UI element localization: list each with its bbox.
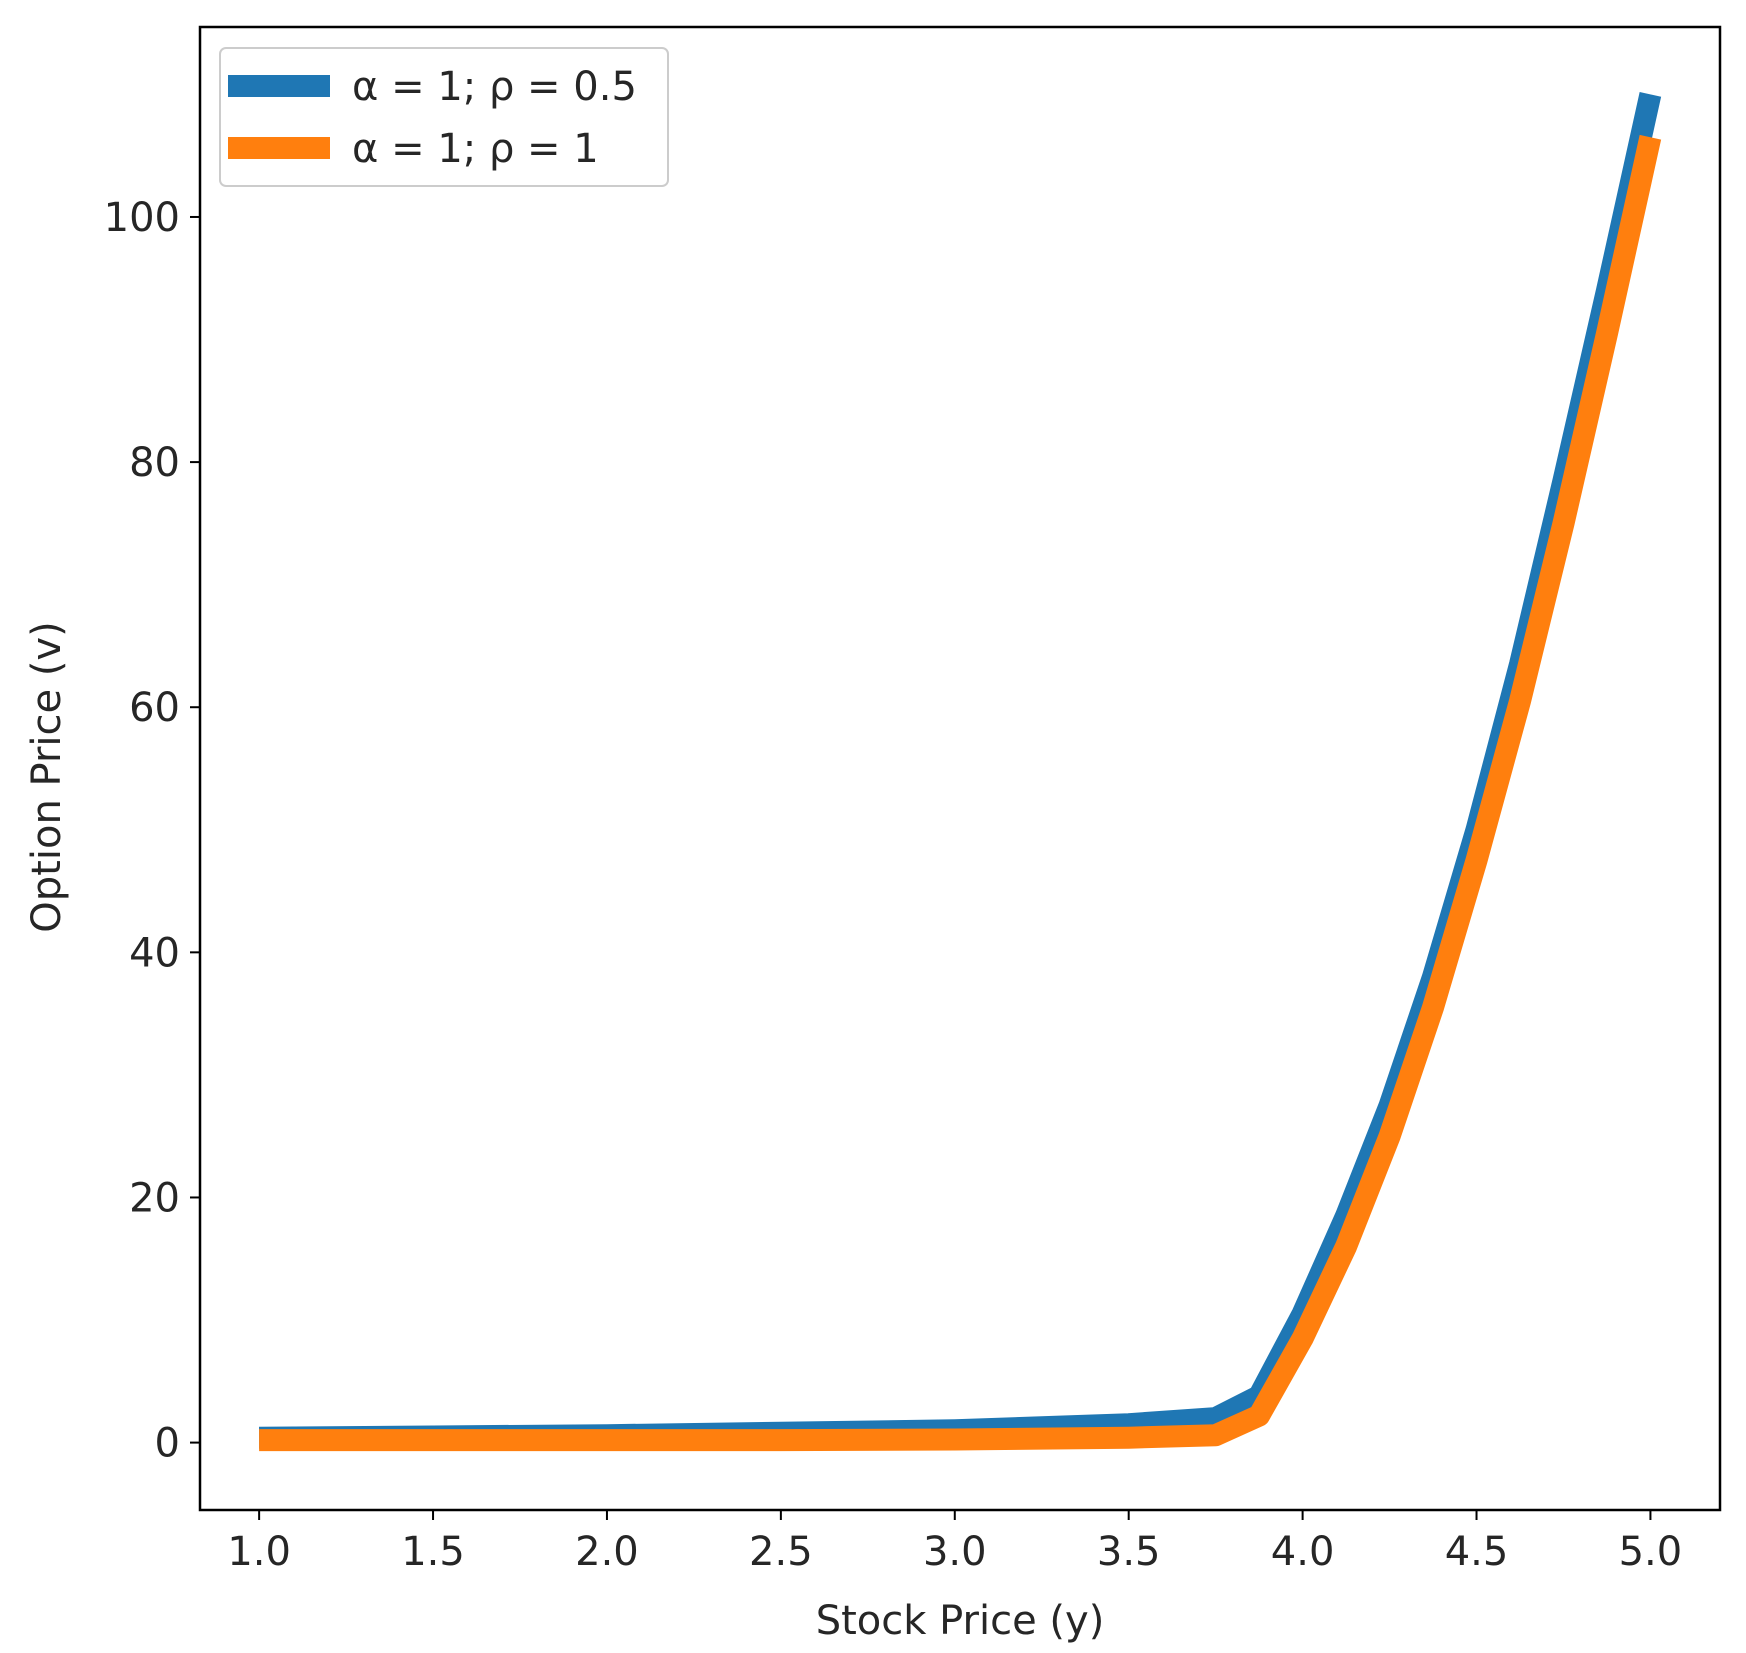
y-tick-label: 80 — [129, 440, 180, 486]
legend: α = 1; ρ = 0.5 α = 1; ρ = 1 — [219, 47, 669, 187]
legend-label-series-2: α = 1; ρ = 1 — [352, 126, 599, 172]
plot-frame — [198, 25, 1722, 1512]
x-tick-label: 5.0 — [1619, 1529, 1683, 1575]
x-tick-label: 4.0 — [1271, 1529, 1335, 1575]
y-axis-ticks: 0 20 40 60 80 100 — [104, 195, 200, 1467]
x-tick-label: 3.0 — [923, 1529, 987, 1575]
y-tick-label: 60 — [129, 685, 180, 731]
x-tick-label: 2.5 — [749, 1529, 813, 1575]
x-axis-label: Stock Price (y) — [816, 1598, 1105, 1644]
y-tick-label: 20 — [129, 1175, 180, 1221]
y-axis-label: Option Price (v) — [24, 621, 70, 932]
x-tick-label: 3.5 — [1097, 1529, 1161, 1575]
x-tick-label: 4.5 — [1445, 1529, 1509, 1575]
legend-label-series-1: α = 1; ρ = 0.5 — [352, 64, 637, 110]
x-tick-label: 1.0 — [227, 1529, 291, 1575]
x-tick-label: 2.0 — [575, 1529, 639, 1575]
series-line-2 — [259, 134, 1662, 1452]
y-tick-label: 100 — [104, 195, 180, 241]
series-layer — [259, 92, 1662, 1452]
x-tick-label: 1.5 — [401, 1529, 465, 1575]
x-axis-ticks: 1.0 1.5 2.0 2.5 3.0 3.5 4.0 4.5 5.0 — [227, 1510, 1682, 1575]
y-tick-label: 40 — [129, 930, 180, 976]
y-tick-label: 0 — [155, 1421, 180, 1467]
legend-box — [219, 47, 669, 187]
